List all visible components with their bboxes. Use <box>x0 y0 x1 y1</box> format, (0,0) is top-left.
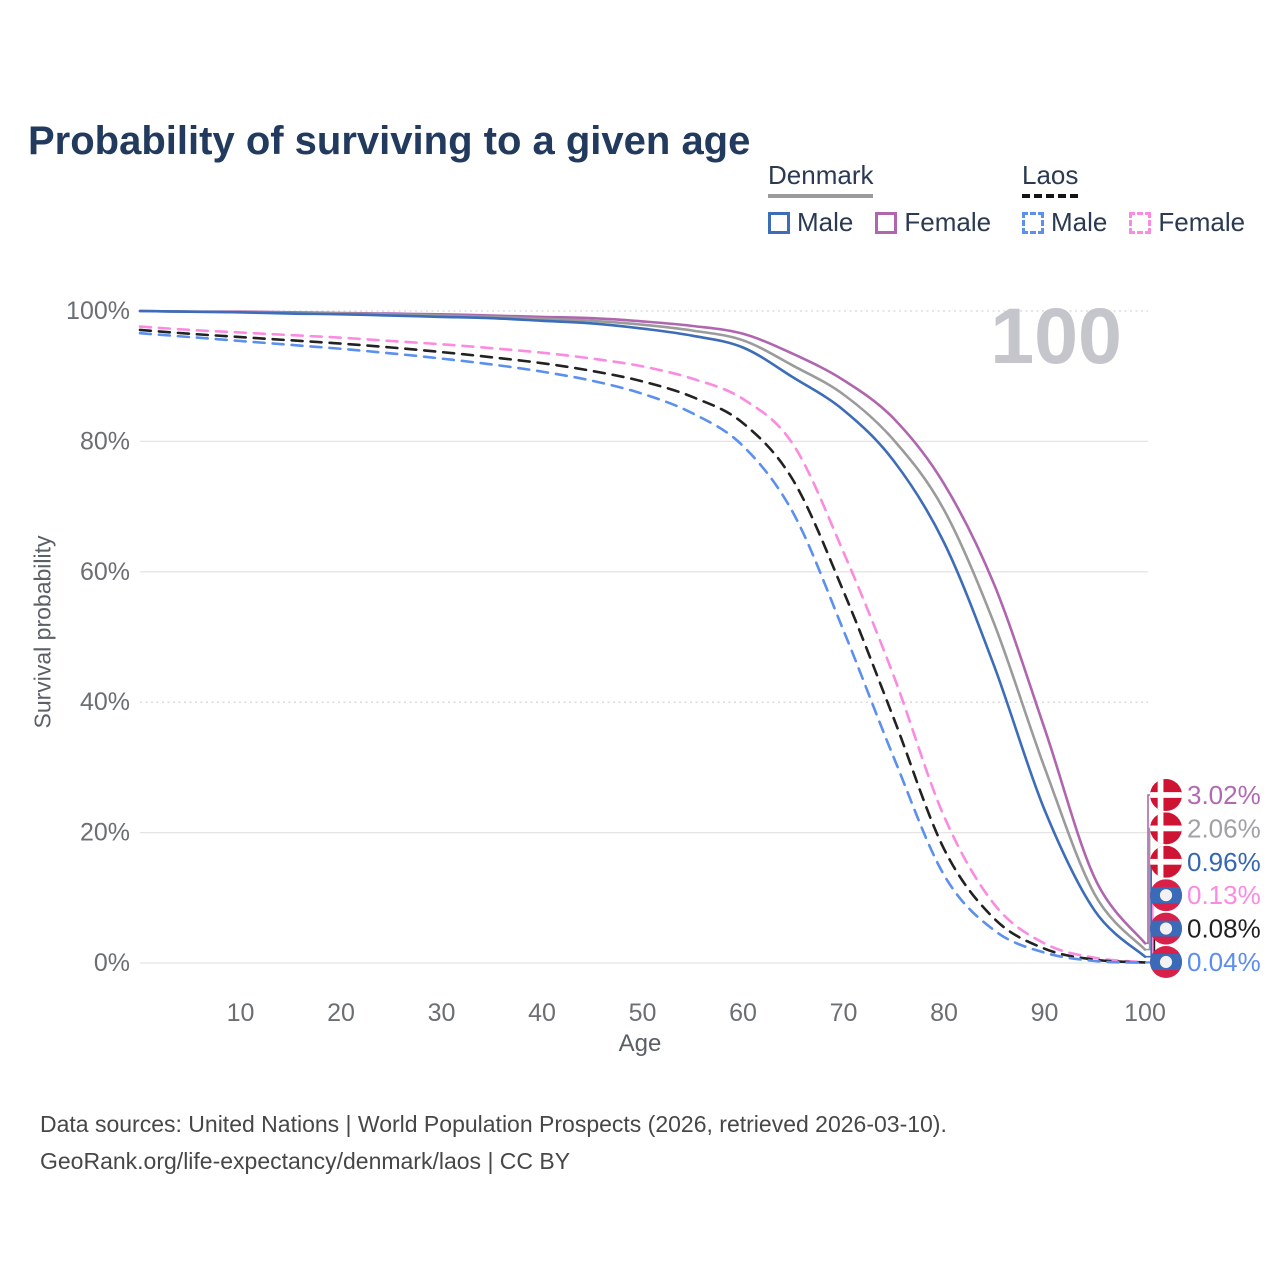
attribution-line[interactable]: GeoRank.org/life-expectancy/denmark/laos… <box>40 1148 571 1174</box>
legend-item-label: Female <box>1158 207 1246 237</box>
x-tick-label: 90 <box>1031 999 1059 1027</box>
legend-item-denmark-female[interactable]: Female <box>875 207 991 238</box>
x-tick-label: 30 <box>428 999 456 1027</box>
laos-flag-icon <box>1150 879 1182 912</box>
x-tick-label: 50 <box>629 999 657 1027</box>
x-tick-label: 80 <box>930 999 958 1027</box>
x-axis-title: Age <box>619 1030 662 1057</box>
y-tick-label: 40% <box>80 688 130 716</box>
y-tick-label: 20% <box>80 819 130 847</box>
laos-flag-icon <box>1150 912 1182 945</box>
x-tick-label: 10 <box>227 999 255 1027</box>
y-tick-label: 80% <box>80 427 130 455</box>
end-label-denmark-male: 0.96% <box>1187 847 1261 877</box>
x-tick-label: 20 <box>327 999 355 1027</box>
legend-item-label: Male <box>797 207 854 237</box>
end-label-laos-male: 0.04% <box>1187 947 1261 977</box>
laos-female-swatch-icon <box>1129 211 1152 234</box>
age-watermark: 100 <box>990 291 1122 380</box>
laos-male-swatch-icon <box>1022 211 1044 234</box>
denmark-flag-icon <box>1150 812 1182 845</box>
denmark-male-swatch-icon <box>768 211 790 234</box>
legend-item-label: Female <box>904 207 992 237</box>
laos-flag-icon <box>1150 946 1182 978</box>
y-tick-label: 100% <box>66 297 130 325</box>
legend-item-laos-male[interactable]: Male <box>1022 207 1107 238</box>
series-line-laos-male[interactable] <box>138 331 1147 964</box>
legend-group-laos: Laos Male Female <box>1022 160 1267 238</box>
end-label-denmark-both-sexes: 2.06% <box>1187 813 1261 843</box>
end-label-connector-denmark-both-sexes <box>1145 827 1151 951</box>
end-label-laos-female: 0.13% <box>1187 880 1261 910</box>
x-tick-label: 100 <box>1124 999 1166 1027</box>
x-tick-label: 60 <box>729 999 757 1027</box>
legend-country-denmark[interactable]: Denmark <box>768 160 874 198</box>
legend-item-label: Male <box>1051 207 1108 237</box>
data-source-line: Data sources: United Nations | World Pop… <box>40 1111 947 1137</box>
legend-group-denmark: Denmark Male Female <box>768 160 1013 238</box>
x-tick-label: 40 <box>528 999 556 1027</box>
denmark-female-swatch-icon <box>875 211 898 234</box>
y-axis-title: Survival probability <box>29 535 56 729</box>
footer: Data sources: United Nations | World Pop… <box>40 1106 947 1180</box>
end-label-laos-both-sexes: 0.08% <box>1187 914 1261 944</box>
series-line-denmark-both-sexes[interactable] <box>138 309 1147 951</box>
legend: Denmark Male Female Laos Male Female <box>0 160 1280 250</box>
page-title: Probability of surviving to a given age <box>28 118 751 163</box>
denmark-flag-icon <box>1150 779 1182 811</box>
series-line-laos-female[interactable] <box>138 325 1147 964</box>
legend-country-laos[interactable]: Laos <box>1022 160 1079 198</box>
y-tick-label: 60% <box>80 558 130 586</box>
legend-item-laos-female[interactable]: Female <box>1129 207 1245 238</box>
y-tick-label: 0% <box>94 949 130 977</box>
end-label-connector-denmark-female <box>1145 794 1150 945</box>
legend-item-denmark-male[interactable]: Male <box>768 207 853 238</box>
x-tick-label: 70 <box>830 999 858 1027</box>
series-line-laos-both-sexes[interactable] <box>138 328 1147 964</box>
end-label-denmark-female: 3.02% <box>1187 780 1261 810</box>
denmark-flag-icon <box>1150 845 1182 878</box>
series-line-denmark-male[interactable] <box>138 309 1147 958</box>
